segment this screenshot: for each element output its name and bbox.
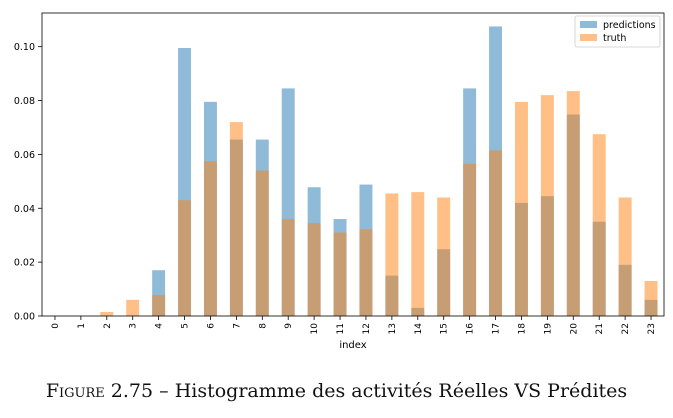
x-tick-label: 13 <box>388 323 398 334</box>
x-tick-label: 15 <box>440 323 450 334</box>
legend-swatch-predictions <box>580 21 597 28</box>
axes-layer: 0.000.020.040.060.080.100 1 2 3 4 5 6 7 8 9 10 11 12… <box>14 12 665 351</box>
x-tick-label: 10 <box>310 323 320 335</box>
legend: predictions truth <box>574 15 661 48</box>
x-tick-label: 6 <box>206 323 216 329</box>
bar-truth-9 <box>281 219 295 316</box>
plot-frame <box>41 12 665 317</box>
figure-label: Figure 2.75 <box>45 380 154 402</box>
x-tick-label: 3 <box>129 323 139 329</box>
x-tick-label: 16 <box>466 323 476 335</box>
x-tick-label: 1 <box>77 323 87 329</box>
bar-truth-23 <box>644 280 658 316</box>
bar-truth-10 <box>307 223 321 316</box>
x-tick-label: 11 <box>336 323 346 334</box>
caption-text: Histogramme des activités Réelles VS Pré… <box>174 380 628 402</box>
y-tick-label: 0.04 <box>14 204 35 215</box>
y-tick-label: 0.02 <box>14 258 35 269</box>
legend-label-predictions: predictions <box>603 20 656 31</box>
bar-truth-17 <box>489 150 503 316</box>
bar-truth-18 <box>514 101 528 316</box>
bar-truth-12 <box>359 229 373 316</box>
y-tick-label: 0.08 <box>14 96 35 107</box>
y-tick-label: 0.00 <box>14 312 35 323</box>
x-tick-label: 8 <box>258 323 268 329</box>
x-tick-label: 23 <box>647 323 657 334</box>
x-tick-label: 2 <box>103 323 113 329</box>
bar-truth-21 <box>592 134 606 316</box>
x-tick-label: 0 <box>51 323 61 329</box>
x-tick-label: 20 <box>569 323 579 335</box>
bar-truth-14 <box>411 192 425 316</box>
x-tick-label: 22 <box>621 323 631 334</box>
bar-truth-7 <box>229 122 243 316</box>
y-tick-label: 0.06 <box>14 150 35 161</box>
bar-truth-19 <box>540 95 554 316</box>
x-axis-label: index <box>339 340 366 351</box>
bar-truth-22 <box>618 197 632 316</box>
caption-dash: – <box>159 380 169 402</box>
y-tick-label: 0.10 <box>14 42 35 53</box>
x-tick-label: 4 <box>155 323 165 329</box>
x-tick-label: 12 <box>362 323 372 334</box>
bar-truth-2 <box>100 311 114 316</box>
bar-truth-13 <box>385 193 399 316</box>
x-tick-label: 18 <box>517 323 527 335</box>
bar-truth-20 <box>566 91 580 317</box>
bar-truth-11 <box>333 232 347 316</box>
x-tick-label: 9 <box>284 323 294 329</box>
bar-chart: 0.000.020.040.060.080.100 1 2 3 4 5 6 7 8 9 10 11 12… <box>14 12 665 351</box>
bar-truth-3 <box>126 299 140 316</box>
bar-truth-5 <box>178 200 192 316</box>
x-tick-label: 21 <box>595 323 605 334</box>
bar-truth-6 <box>203 161 217 316</box>
x-tick-label: 17 <box>492 323 502 334</box>
x-tick-label: 14 <box>414 323 424 335</box>
x-tick-label: 5 <box>181 323 191 329</box>
x-tick-label: 7 <box>232 323 242 329</box>
bar-truth-15 <box>437 197 451 316</box>
bar-truth-8 <box>255 170 269 316</box>
x-tick-label: 19 <box>543 323 553 335</box>
bar-truth-16 <box>463 163 477 316</box>
bar-truth-4 <box>152 294 166 316</box>
legend-swatch-truth <box>580 34 597 41</box>
figure-caption: Figure 2.75 – Histogramme des activités … <box>0 380 673 402</box>
legend-label-truth: truth <box>603 33 626 44</box>
bars-layer <box>100 26 658 317</box>
